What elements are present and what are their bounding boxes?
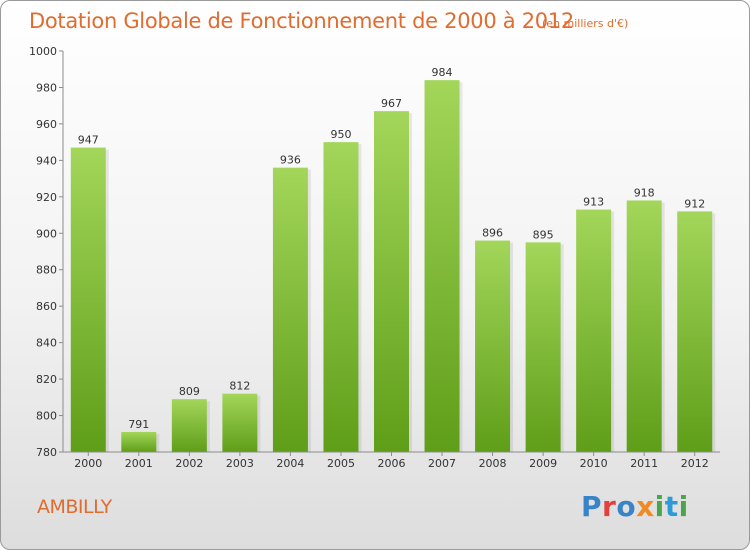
logo-letter: P	[581, 490, 603, 523]
x-tick-label: 2008	[479, 457, 507, 470]
logo-letter: o	[616, 490, 637, 523]
bar	[374, 111, 409, 453]
x-tick-label: 2001	[125, 457, 153, 470]
bar	[323, 142, 359, 453]
logo-letter: r	[602, 490, 617, 523]
x-tick-label: 2004	[276, 457, 304, 470]
bar-value-label: 791	[128, 418, 149, 431]
chart-title: Dotation Globale de Fonctionnement de 20…	[29, 9, 574, 33]
y-tick-label: 920	[36, 191, 57, 204]
bar-value-label: 947	[78, 134, 99, 147]
bar-value-label: 913	[583, 196, 604, 209]
place-name: AMBILLY	[37, 496, 112, 518]
logo-letter: t	[664, 490, 679, 523]
y-tick-label: 880	[36, 264, 57, 277]
bar-value-label: 984	[432, 66, 453, 79]
bar	[576, 209, 612, 452]
bar-value-label: 967	[381, 97, 402, 110]
logo-letter: i	[654, 490, 665, 523]
bar	[475, 240, 511, 452]
y-tick-label: 780	[36, 446, 57, 459]
bar	[626, 200, 662, 452]
bar	[525, 242, 561, 452]
logo-letter: x	[636, 490, 655, 523]
x-tick-label: 2010	[580, 457, 608, 470]
x-tick-label: 2009	[529, 457, 557, 470]
bar	[424, 80, 460, 452]
bar	[70, 147, 106, 452]
y-tick-label: 940	[36, 154, 57, 167]
x-tick-label: 2006	[378, 457, 406, 470]
y-tick-label: 1000	[29, 45, 57, 58]
bar-value-label: 918	[634, 186, 655, 199]
bar-value-label: 895	[533, 228, 554, 241]
bar	[121, 431, 157, 452]
bar-value-label: 950	[330, 128, 351, 141]
bar	[171, 399, 207, 452]
bar-value-label: 912	[684, 197, 705, 210]
y-tick-label: 900	[36, 227, 57, 240]
bar	[272, 167, 308, 452]
bar	[222, 393, 258, 452]
chart-subtitle: (en milliers d'€)	[542, 17, 629, 30]
y-tick-label: 800	[36, 410, 57, 423]
x-tick-label: 2012	[681, 457, 709, 470]
x-tick-label: 2011	[630, 457, 658, 470]
bar-value-label: 809	[179, 385, 200, 398]
x-tick-label: 2003	[226, 457, 254, 470]
bar-value-label: 812	[229, 380, 250, 393]
x-tick-label: 2002	[175, 457, 203, 470]
logo-letter: i	[678, 490, 689, 523]
x-tick-label: 2005	[327, 457, 355, 470]
bar	[677, 211, 713, 452]
proxiti-logo[interactable]: Proxiti	[581, 490, 689, 523]
y-tick-label: 980	[36, 81, 57, 94]
x-tick-label: 2007	[428, 457, 456, 470]
bar-value-label: 936	[280, 154, 301, 167]
y-tick-label: 840	[36, 337, 57, 350]
y-tick-label: 960	[36, 118, 57, 131]
y-tick-label: 860	[36, 300, 57, 313]
y-tick-label: 820	[36, 373, 57, 386]
bar-value-label: 896	[482, 227, 503, 240]
x-tick-label: 2000	[74, 457, 102, 470]
